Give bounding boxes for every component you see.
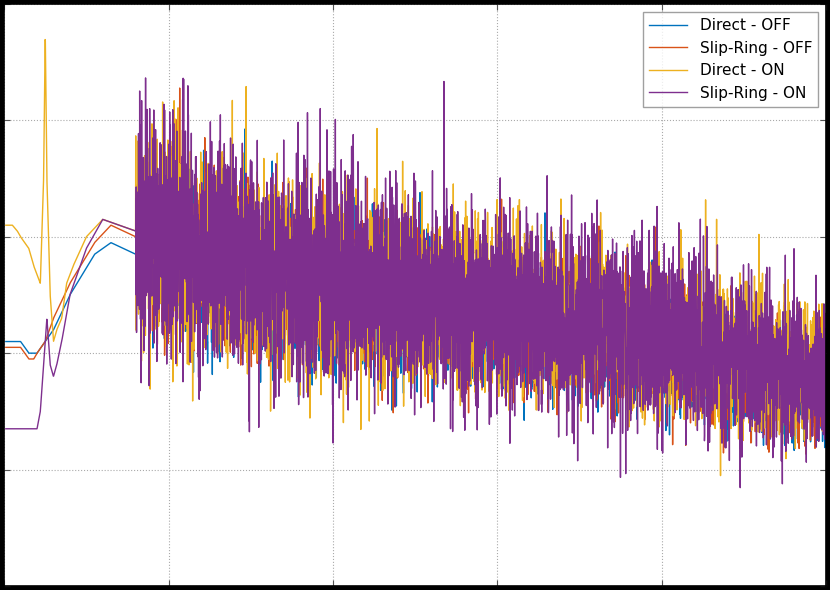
Slip-Ring - OFF <box>493 311 503 318</box>
Line: Direct - ON: Direct - ON <box>6 40 826 476</box>
Slip-Ring - OFF <box>801 451 811 458</box>
Direct - ON <box>821 365 830 372</box>
Slip-Ring - OFF <box>535 291 544 298</box>
Slip-Ring - ON <box>150 263 160 270</box>
Direct - OFF <box>789 447 799 454</box>
Slip-Ring - ON <box>613 366 622 373</box>
Slip-Ring - OFF <box>1 344 11 351</box>
Direct - ON <box>150 209 160 216</box>
Slip-Ring - ON <box>315 212 325 219</box>
Direct - OFF <box>493 369 503 376</box>
Direct - ON <box>715 472 725 479</box>
Slip-Ring - OFF <box>821 339 830 346</box>
Line: Direct - OFF: Direct - OFF <box>6 129 826 450</box>
Slip-Ring - ON <box>140 74 150 81</box>
Slip-Ring - OFF <box>613 334 622 341</box>
Slip-Ring - ON <box>735 484 745 491</box>
Slip-Ring - OFF <box>174 84 184 91</box>
Slip-Ring - ON <box>675 359 685 366</box>
Direct - ON <box>613 317 622 324</box>
Direct - OFF <box>613 366 622 373</box>
Direct - OFF <box>821 376 830 383</box>
Slip-Ring - OFF <box>315 240 325 247</box>
Direct - OFF <box>535 322 544 329</box>
Direct - ON <box>493 331 503 338</box>
Direct - ON <box>315 279 325 286</box>
Direct - ON <box>535 372 544 379</box>
Direct - OFF <box>149 261 159 268</box>
Legend: Direct - OFF, Slip-Ring - OFF, Direct - ON, Slip-Ring - ON: Direct - OFF, Slip-Ring - OFF, Direct - … <box>643 12 818 107</box>
Slip-Ring - ON <box>493 291 503 299</box>
Slip-Ring - ON <box>535 337 544 344</box>
Direct - OFF <box>240 126 250 133</box>
Line: Slip-Ring - OFF: Slip-Ring - OFF <box>6 88 826 454</box>
Slip-Ring - OFF <box>149 241 159 248</box>
Direct - OFF <box>1 338 11 345</box>
Direct - ON <box>675 260 685 267</box>
Slip-Ring - OFF <box>675 384 685 391</box>
Slip-Ring - ON <box>1 425 11 432</box>
Line: Slip-Ring - ON: Slip-Ring - ON <box>6 78 826 488</box>
Slip-Ring - ON <box>821 349 830 356</box>
Direct - OFF <box>315 330 325 337</box>
Direct - OFF <box>675 411 685 418</box>
Direct - ON <box>40 36 50 43</box>
Direct - ON <box>1 222 11 229</box>
